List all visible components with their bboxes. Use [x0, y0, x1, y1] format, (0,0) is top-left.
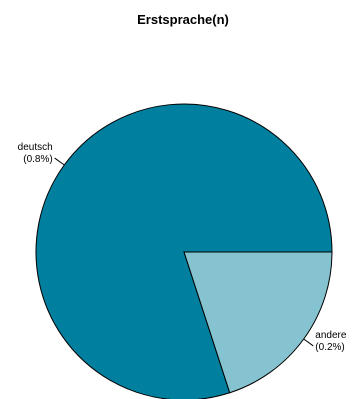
slice-label-andere: andere: [315, 330, 347, 341]
chart-title: Erstsprache(n): [137, 12, 229, 27]
leader-line-andere: [303, 338, 314, 347]
leader-line-deutsch: [54, 157, 65, 166]
pie-slice-andere: [183, 251, 333, 394]
slice-pct-label-andere: (0.2%): [315, 342, 344, 353]
slice-pct-label-deutsch: (0.8%): [23, 154, 52, 165]
pie-labels: deutsch(0.8%) andere(0.2%): [18, 142, 347, 353]
pie-slices: [35, 103, 333, 399]
slice-label-deutsch: deutsch: [18, 142, 53, 153]
